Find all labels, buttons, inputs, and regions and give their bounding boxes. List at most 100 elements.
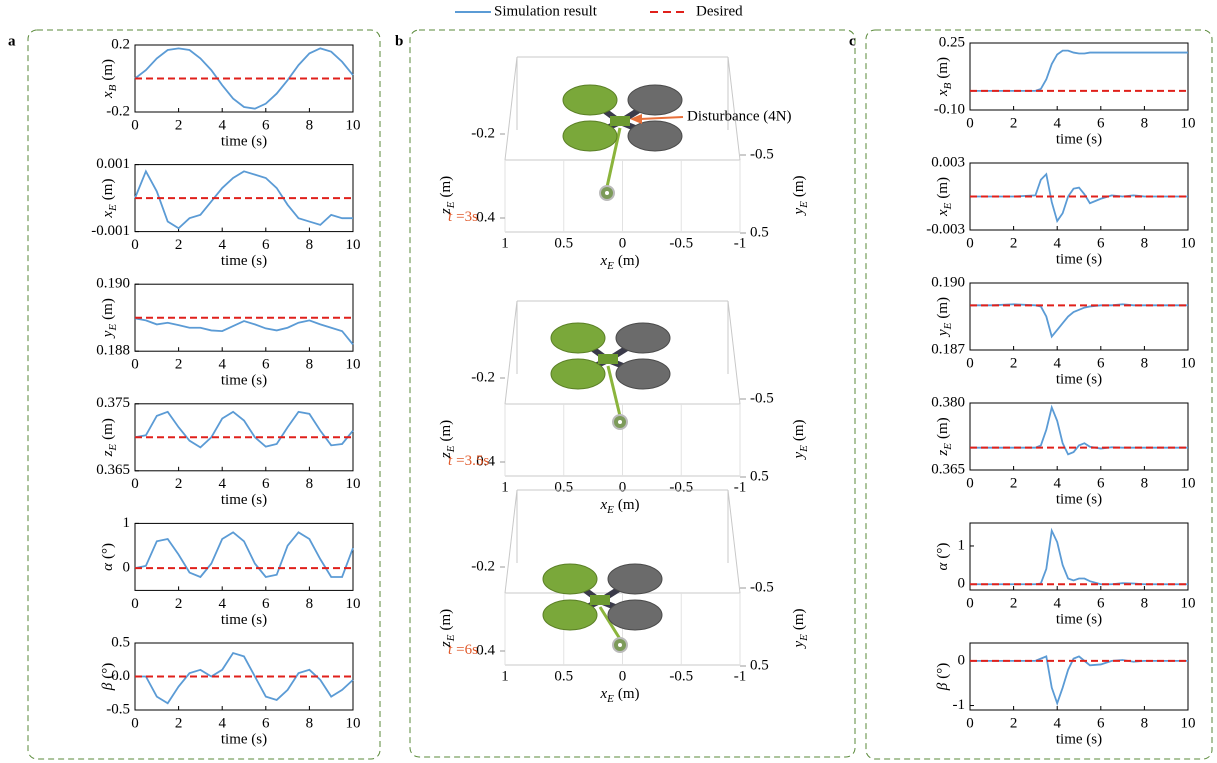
- y-axis-label-sub: E: [107, 444, 119, 452]
- data-line: [970, 172, 1188, 224]
- z-tick-label: -0.2: [471, 558, 495, 574]
- plot-frame: [969, 402, 1189, 471]
- time-label: t =6s: [448, 642, 478, 658]
- y-axis-label: zE (m): [100, 418, 118, 457]
- annotation-arrow: [639, 116, 684, 120]
- box-edge: [504, 300, 518, 405]
- rotor: [607, 599, 663, 631]
- y-axis-label-sub: E: [798, 445, 810, 453]
- rotor: [627, 84, 683, 116]
- x-tick-label: 2: [175, 596, 183, 612]
- x-tick-label: 10: [346, 357, 361, 373]
- box-edge: [727, 300, 741, 405]
- y-axis-label: yE (m): [935, 297, 953, 338]
- z-tick-label: 0.4: [476, 453, 495, 469]
- x-tick-label: 4: [1053, 595, 1061, 611]
- y-axis-label-unit: (°): [935, 543, 951, 559]
- y-tick-label: 0.365: [96, 462, 130, 478]
- drone-body: [590, 595, 610, 605]
- data-line: [135, 651, 354, 705]
- y-tick-label: 1: [123, 515, 131, 531]
- tether: [606, 365, 622, 417]
- z-axis-label-unit: (m): [438, 420, 454, 442]
- y-tick-label: -1: [953, 697, 966, 713]
- x-tick-label: -1: [734, 668, 747, 684]
- rotor: [615, 358, 671, 390]
- y-axis-label-var: x: [935, 209, 951, 217]
- y-axis-label-unit: (m): [100, 179, 116, 201]
- panel-label: b: [395, 33, 403, 49]
- x-tick-label: 2: [1010, 595, 1018, 611]
- x-tick-label: 2: [175, 237, 183, 253]
- tether: [598, 606, 622, 640]
- x-tick-label: 8: [1141, 115, 1149, 131]
- y-axis-label-var: y: [791, 452, 807, 461]
- x-tick-label: 8: [1141, 595, 1149, 611]
- x-tick-label: 6: [262, 117, 270, 133]
- y-axis-label-unit: (m): [791, 175, 807, 197]
- x-tick-label: 0: [966, 475, 974, 491]
- x-tick-label: 10: [1181, 595, 1196, 611]
- y-axis-label-unit: (m): [100, 298, 116, 320]
- z-tick-label: -0.2: [471, 125, 495, 141]
- x-axis-label: time (s): [1056, 371, 1102, 387]
- panel-frame: [409, 29, 856, 758]
- x-axis-label-unit: (m): [618, 686, 640, 702]
- x-tick-label: 6: [262, 357, 270, 373]
- x-tick-label: 2: [1010, 115, 1018, 131]
- y-tick-label: 0.365: [931, 461, 965, 477]
- x-tick-label: 0: [619, 235, 627, 251]
- x-tick-label: 10: [346, 117, 361, 133]
- data-line: [970, 527, 1188, 586]
- z-axis-label-var: z: [438, 641, 454, 648]
- y-tick-label: 0.187: [931, 341, 965, 357]
- z-axis-label: zE (m): [438, 420, 456, 459]
- z-axis-label-sub: E: [445, 634, 457, 642]
- x-tick-label: 0: [966, 715, 974, 731]
- y-axis-label-var: α: [935, 561, 951, 570]
- scene: 1 0.5 0 -0.5 -1 -0.2 0.4 -0.5 0.5: [471, 489, 774, 684]
- y-axis-label-unit: (°): [100, 543, 116, 559]
- plot-frame: [969, 642, 1189, 711]
- y-axis-label-unit: (m): [791, 419, 807, 441]
- data-line: [134, 317, 354, 346]
- y-axis-label-var: β: [935, 682, 951, 691]
- x-tick-label: 2: [1010, 715, 1018, 731]
- data-line: [970, 404, 1188, 456]
- x-tick-label: 0: [966, 115, 974, 131]
- x-tick-label: 1: [501, 235, 509, 251]
- time-label: t =3s: [448, 209, 478, 225]
- x-tick-label: 10: [346, 596, 361, 612]
- time-label: t =3.5s: [448, 453, 489, 469]
- x-tick-label: 0.5: [554, 668, 573, 684]
- data-line: [134, 410, 354, 449]
- x-tick-label: 4: [218, 117, 226, 133]
- x-axis-label: time (s): [1056, 731, 1102, 747]
- y-axis-label-sub: B: [107, 84, 119, 91]
- x-tick-label: 8: [306, 357, 314, 373]
- y-axis-label-unit: (m): [791, 608, 807, 630]
- x-axis-label-sub: E: [606, 504, 614, 516]
- z-axis-label-unit: (m): [438, 609, 454, 631]
- x-tick-label: 6: [262, 715, 270, 731]
- x-tick-label: 10: [1181, 475, 1196, 491]
- rotor: [542, 599, 598, 631]
- y-axis-label-sub: E: [107, 324, 119, 332]
- x-tick-label: 6: [1097, 475, 1105, 491]
- x-tick-label: 10: [346, 715, 361, 731]
- x-tick-label: 8: [306, 237, 314, 253]
- x-tick-label: 0: [966, 595, 974, 611]
- annotation-arrowhead: [630, 114, 642, 124]
- box-edge: [727, 489, 741, 594]
- annotation: Disturbance (4N): [687, 108, 792, 124]
- x-axis-label: xE (m): [599, 497, 639, 515]
- y-axis-label: xE (m): [100, 179, 118, 219]
- y-axis-label: yE (m): [791, 175, 809, 216]
- x-tick-label: 2: [175, 357, 183, 373]
- y-axis-label-sub: B: [942, 82, 954, 89]
- y-axis-label: yE (m): [100, 298, 118, 339]
- y-axis-label-unit: (m): [935, 57, 951, 79]
- x-tick-label: 8: [1141, 235, 1149, 251]
- y-axis-label-unit: (m): [935, 177, 951, 199]
- x-tick-label: 0: [966, 355, 974, 371]
